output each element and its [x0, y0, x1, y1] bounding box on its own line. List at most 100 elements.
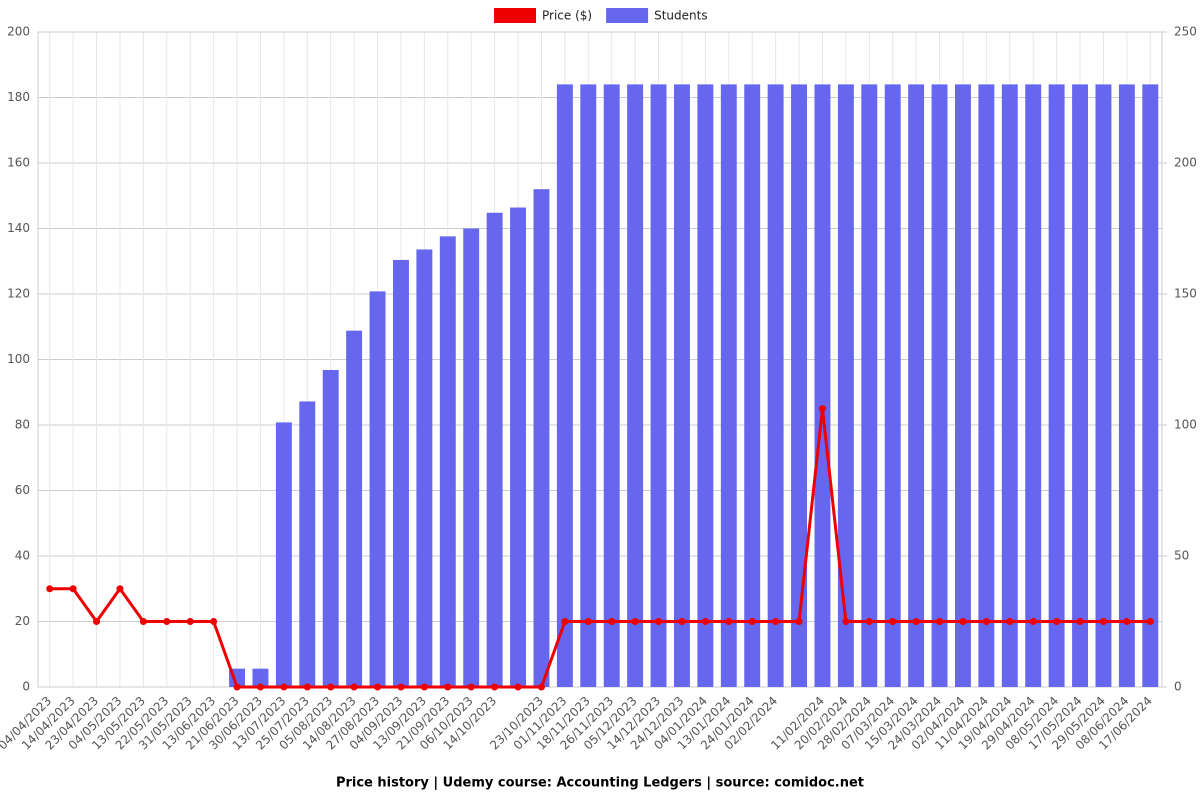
- point: [818, 405, 826, 413]
- bar: [533, 189, 550, 687]
- point: [1123, 618, 1131, 625]
- point: [233, 683, 241, 691]
- bar: [931, 84, 948, 687]
- bar: [416, 249, 433, 687]
- point: [46, 585, 54, 593]
- point: [69, 585, 77, 593]
- point: [584, 618, 592, 625]
- bar: [814, 84, 831, 687]
- point: [982, 618, 990, 625]
- point: [350, 683, 358, 691]
- point: [748, 618, 756, 625]
- point: [725, 618, 733, 625]
- y-tick-label: 140: [7, 221, 30, 235]
- point: [374, 683, 382, 691]
- bar: [510, 207, 527, 688]
- bar: [650, 84, 667, 687]
- point: [186, 618, 194, 625]
- legend-swatch: [606, 8, 649, 23]
- y-tick-label: 180: [7, 90, 30, 104]
- point: [210, 618, 218, 625]
- point: [912, 618, 920, 625]
- point: [959, 618, 967, 625]
- point: [280, 683, 288, 691]
- y-tick-label: 160: [7, 156, 30, 170]
- y2-tick-label: 0: [1174, 680, 1182, 694]
- bar: [627, 84, 644, 687]
- chart-title: Price history | Udemy course: Accounting…: [336, 776, 864, 791]
- bar: [791, 84, 808, 687]
- point: [631, 618, 639, 625]
- legend-swatch: [494, 8, 536, 23]
- bar: [1118, 84, 1135, 687]
- point: [936, 618, 944, 625]
- bar: [744, 84, 761, 687]
- point: [256, 683, 264, 691]
- point: [1076, 618, 1084, 625]
- bar: [486, 212, 503, 687]
- bar: [697, 84, 714, 687]
- bar: [1001, 84, 1018, 687]
- point: [865, 618, 873, 625]
- point: [655, 618, 663, 625]
- point: [491, 683, 499, 691]
- bar: [275, 422, 292, 687]
- point: [1053, 618, 1061, 625]
- y2-tick-label: 250: [1174, 25, 1197, 39]
- y-tick-label: 40: [15, 549, 30, 563]
- point: [608, 618, 616, 625]
- bar: [322, 369, 339, 687]
- bar: [837, 84, 854, 687]
- point: [420, 683, 428, 691]
- point: [537, 683, 545, 691]
- point: [795, 618, 803, 625]
- point: [303, 683, 311, 691]
- y-tick-label: 120: [7, 287, 30, 301]
- point: [1006, 618, 1014, 625]
- bar: [299, 401, 316, 687]
- bar: [1048, 84, 1065, 687]
- point: [444, 683, 452, 691]
- bar: [439, 236, 456, 688]
- point: [163, 618, 171, 625]
- bar: [861, 84, 878, 687]
- y-tick-label: 20: [15, 614, 30, 628]
- bar: [252, 668, 269, 687]
- legend-label: Students: [654, 9, 708, 23]
- bar: [978, 84, 995, 687]
- point: [327, 683, 335, 691]
- point: [772, 618, 780, 625]
- bar: [908, 84, 925, 687]
- y-tick-label: 100: [7, 352, 30, 366]
- point: [139, 618, 147, 625]
- point: [1099, 618, 1107, 625]
- bar: [1025, 84, 1042, 687]
- y2-tick-label: 150: [1174, 287, 1197, 301]
- y-tick-label: 80: [15, 418, 30, 432]
- point: [678, 618, 686, 625]
- point: [397, 683, 405, 691]
- line: [49, 408, 1151, 689]
- y-tick-label: 200: [7, 25, 30, 39]
- bar: [580, 84, 597, 687]
- bar: [392, 259, 409, 687]
- bar: [720, 84, 737, 687]
- legend-label: Price ($): [542, 9, 592, 23]
- bar: [556, 84, 573, 687]
- point: [561, 618, 569, 625]
- bar: [463, 228, 480, 687]
- bar: [884, 84, 901, 687]
- point: [467, 683, 475, 691]
- y2-tick-label: 100: [1174, 418, 1197, 432]
- bar: [369, 291, 386, 687]
- bar: [1095, 84, 1112, 687]
- y2-tick-label: 50: [1174, 549, 1189, 563]
- bar: [346, 330, 363, 687]
- y-tick-label: 60: [15, 483, 30, 497]
- point: [93, 618, 101, 625]
- bar: [954, 84, 971, 687]
- bar: [1142, 84, 1159, 687]
- plot-border: [37, 31, 1163, 688]
- bar: [603, 84, 620, 687]
